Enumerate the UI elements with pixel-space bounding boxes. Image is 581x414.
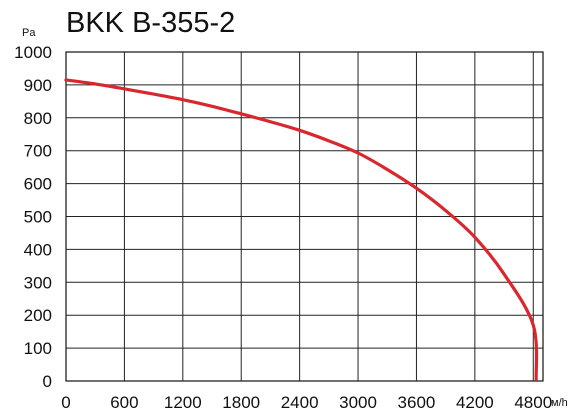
x-tick-label: 0 (61, 393, 70, 412)
x-tick-label: 1200 (164, 393, 202, 412)
y-tick-label: 700 (24, 142, 52, 161)
x-tick-label: 3600 (398, 393, 436, 412)
y-tick-label: 300 (24, 273, 52, 292)
x-tick-labels: 0 600 1200 1800 2400 3000 3600 4200 4800 (61, 393, 552, 412)
y-tick-label: 900 (24, 76, 52, 95)
x-tick-label: 4800 (514, 393, 552, 412)
series-line-0 (64, 78, 539, 381)
y-tick-label: 0 (43, 372, 52, 391)
y-tick-label: 1000 (14, 43, 52, 62)
y-tick-label: 400 (24, 240, 52, 259)
x-tick-label: 4200 (456, 393, 494, 412)
x-tick-label: 600 (110, 393, 138, 412)
y-tick-label: 500 (24, 208, 52, 227)
y-tick-label: 100 (24, 339, 52, 358)
y-tick-labels: 0 100 200 300 400 500 600 700 800 900 1000 (14, 43, 52, 391)
series-group (64, 78, 539, 381)
y-axis-unit: Pa (22, 27, 36, 39)
x-tick-label: 1800 (222, 393, 260, 412)
y-tick-label: 600 (24, 175, 52, 194)
x-tick-label: 2400 (281, 393, 319, 412)
grid (65, 51, 544, 382)
chart-title: BKK B-355-2 (66, 7, 235, 39)
x-axis-unit: м/h (551, 397, 568, 409)
x-tick-label: 3000 (339, 393, 377, 412)
y-tick-label: 200 (24, 306, 52, 325)
y-tick-label: 800 (24, 109, 52, 128)
